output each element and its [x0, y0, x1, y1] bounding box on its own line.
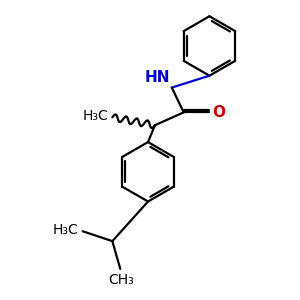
Text: CH₃: CH₃: [108, 273, 134, 287]
Text: H₃C: H₃C: [53, 223, 79, 237]
Text: H₃C: H₃C: [82, 109, 108, 123]
Text: HN: HN: [144, 70, 170, 85]
Text: O: O: [212, 105, 225, 120]
